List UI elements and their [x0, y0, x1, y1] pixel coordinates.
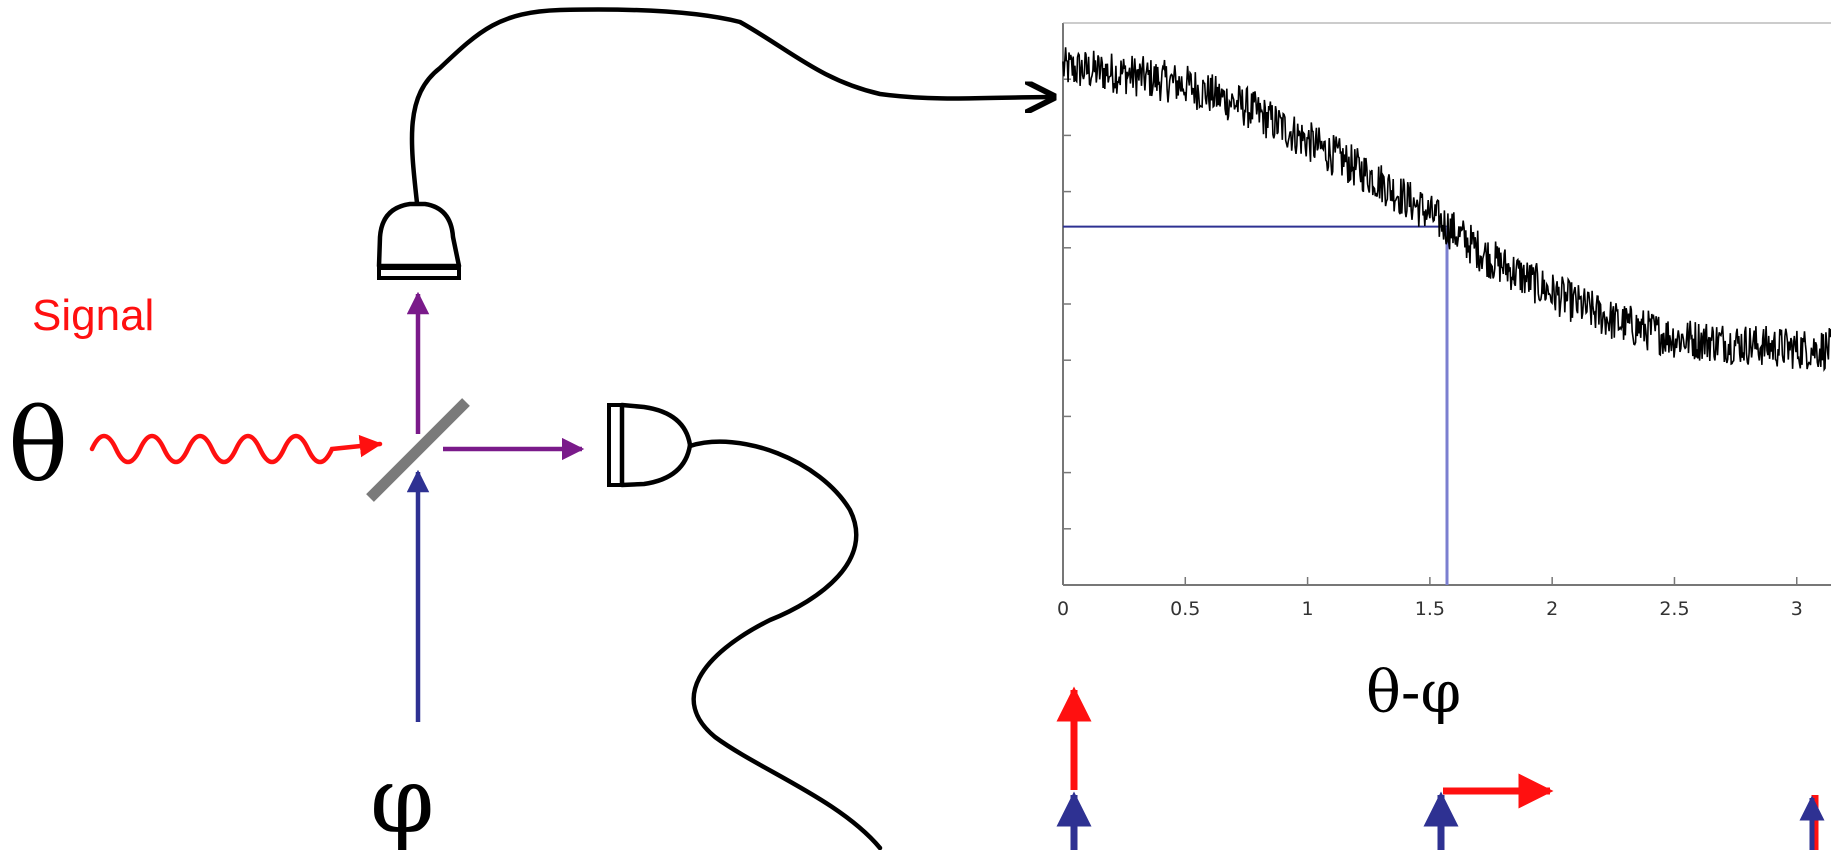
x-tick-label: 2: [1546, 598, 1558, 620]
x-tick-label: 2.5: [1659, 598, 1689, 620]
intensity-chart: 0 0.5 1 1.5 2 2.5 3: [1057, 22, 1831, 620]
right-detector-cable: [687, 439, 883, 850]
phi-label: φ: [370, 747, 434, 850]
photodetector-icon: [607, 402, 693, 488]
theta-label: θ: [8, 387, 68, 504]
signal-label: Signal: [32, 291, 154, 340]
beamsplitter-icon: [366, 398, 470, 502]
y-ticks: [1063, 78, 1071, 530]
trace-line: [1062, 47, 1831, 372]
right-detector: [607, 402, 693, 488]
x-tick-label: 0.5: [1170, 598, 1200, 620]
trace-series: [1062, 47, 1831, 372]
x-tick-label: 3: [1791, 598, 1803, 620]
x-ticks: 0 0.5 1 1.5 2 2.5 3: [1057, 577, 1803, 620]
x-tick-label: 1: [1302, 598, 1314, 620]
photodetector-icon: [376, 201, 462, 280]
x-axis-label: θ-φ: [1366, 658, 1461, 726]
marker-lines: [1063, 225, 1449, 585]
x-tick-label: 0: [1057, 598, 1069, 620]
top-detector: [376, 201, 462, 280]
x-tick-label: 1.5: [1415, 598, 1445, 620]
top-detector-cable-arrow: [409, 7, 1054, 206]
signal-wave-arrow: [89, 433, 383, 465]
